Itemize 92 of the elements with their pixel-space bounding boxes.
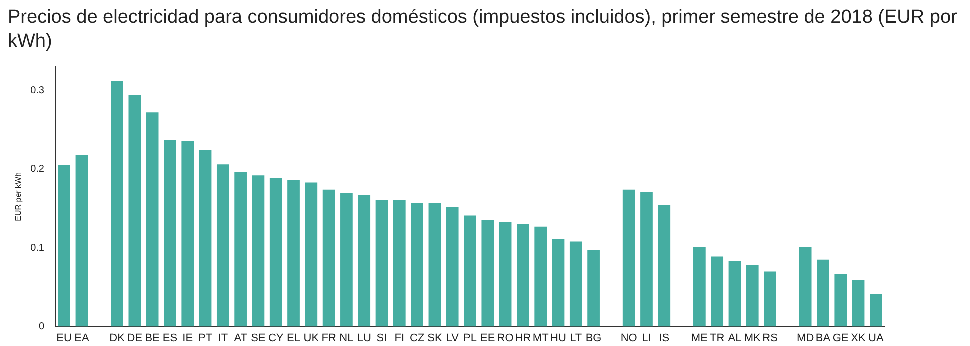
bar	[446, 207, 459, 327]
bar	[622, 190, 636, 327]
bar	[199, 150, 212, 327]
bar	[711, 256, 724, 327]
x-tick-label: DK	[110, 332, 126, 344]
bar	[746, 265, 759, 327]
bar	[270, 178, 282, 327]
bar	[694, 247, 706, 327]
bar	[482, 220, 494, 327]
bar	[393, 200, 406, 327]
x-tick-label: IT	[218, 332, 228, 344]
bar	[764, 272, 776, 327]
x-tick-label: SI	[376, 332, 388, 344]
bar	[588, 250, 600, 327]
x-tick-label: PT	[198, 332, 213, 344]
x-tick-label: AT	[234, 332, 248, 344]
x-tick-label: XK	[851, 332, 867, 344]
bar	[728, 261, 742, 327]
bar	[428, 203, 442, 327]
x-tick-label: GE	[832, 332, 849, 344]
bar	[111, 81, 124, 327]
bar	[216, 164, 230, 327]
x-tick-label: EE	[480, 332, 496, 344]
bar	[182, 141, 194, 327]
bar	[517, 224, 530, 327]
bar	[411, 203, 424, 327]
bar	[76, 155, 88, 327]
x-tick-label: DE	[127, 332, 143, 344]
bar	[358, 195, 371, 327]
x-tick-label: AL	[728, 332, 742, 344]
x-tick-label: EU	[56, 332, 72, 344]
x-tick-label: SK	[428, 332, 443, 344]
bar	[376, 200, 388, 327]
x-tick-label: BA	[816, 332, 832, 344]
x-tick-label: ME	[691, 332, 708, 344]
bar	[252, 176, 265, 327]
x-tick-label: MT	[532, 332, 550, 344]
x-tick-label: TR	[710, 332, 725, 344]
bar	[799, 247, 812, 327]
y-tick-label: 0	[38, 322, 45, 333]
chart-title: Precios de electricidad para consumidores domésticos (impuestos incluidos), primer semestre de 2018 (EUR por kWh)	[8, 6, 958, 54]
x-tick-label: HU	[550, 332, 566, 344]
bar	[146, 112, 159, 327]
x-tick-label: UK	[304, 332, 320, 344]
x-tick-label: CZ	[410, 332, 425, 344]
bar	[340, 192, 353, 327]
x-tick-label: HR	[515, 332, 532, 344]
x-tick-label: BG	[586, 332, 602, 344]
x-tick-label: UA	[868, 332, 884, 344]
bar	[58, 165, 71, 327]
x-tick-label: PL	[464, 332, 477, 344]
x-tick-label: IS	[659, 332, 670, 344]
bar	[658, 206, 671, 327]
x-tick-label: SE	[251, 332, 266, 344]
x-tick-label: LI	[642, 332, 652, 344]
bar	[499, 222, 512, 327]
x-tick-label: NO	[620, 332, 638, 344]
y-tick-label: 0.2	[30, 164, 45, 176]
bar	[552, 239, 565, 327]
x-tick-label: EL	[287, 332, 300, 344]
bar	[305, 182, 318, 327]
bar	[852, 280, 865, 327]
y-axis-title: EUR per kWh	[14, 172, 24, 222]
bar	[570, 242, 582, 327]
x-tick-label: EA	[74, 332, 90, 344]
x-tick-label: BE	[145, 332, 160, 344]
x-tick-label: ES	[162, 332, 178, 344]
x-tick-label: RO	[497, 332, 514, 344]
x-tick-label: MK	[744, 332, 762, 344]
bar	[834, 274, 848, 327]
x-tick-label: CY	[268, 332, 284, 344]
x-tick-label: LT	[570, 332, 582, 344]
bar	[288, 180, 300, 327]
x-tick-label: FI	[394, 332, 405, 344]
x-tick-label: IE	[182, 332, 194, 344]
bar	[164, 140, 176, 327]
y-tick-label: 0.3	[30, 85, 45, 96]
bar	[464, 216, 476, 327]
x-tick-label: FR	[322, 332, 336, 344]
y-tick-label: 0.1	[30, 242, 45, 254]
bar	[640, 192, 653, 327]
bar	[234, 172, 247, 327]
bar	[534, 226, 548, 327]
x-tick-label: NL	[340, 332, 354, 344]
x-tick-label: LU	[357, 332, 372, 344]
bar	[817, 260, 830, 327]
x-tick-label: MD	[797, 332, 814, 344]
bar	[870, 294, 882, 327]
bar	[322, 190, 336, 327]
x-tick-label: RS	[762, 332, 778, 344]
x-tick-label: LV	[446, 332, 460, 344]
bar	[128, 95, 142, 327]
